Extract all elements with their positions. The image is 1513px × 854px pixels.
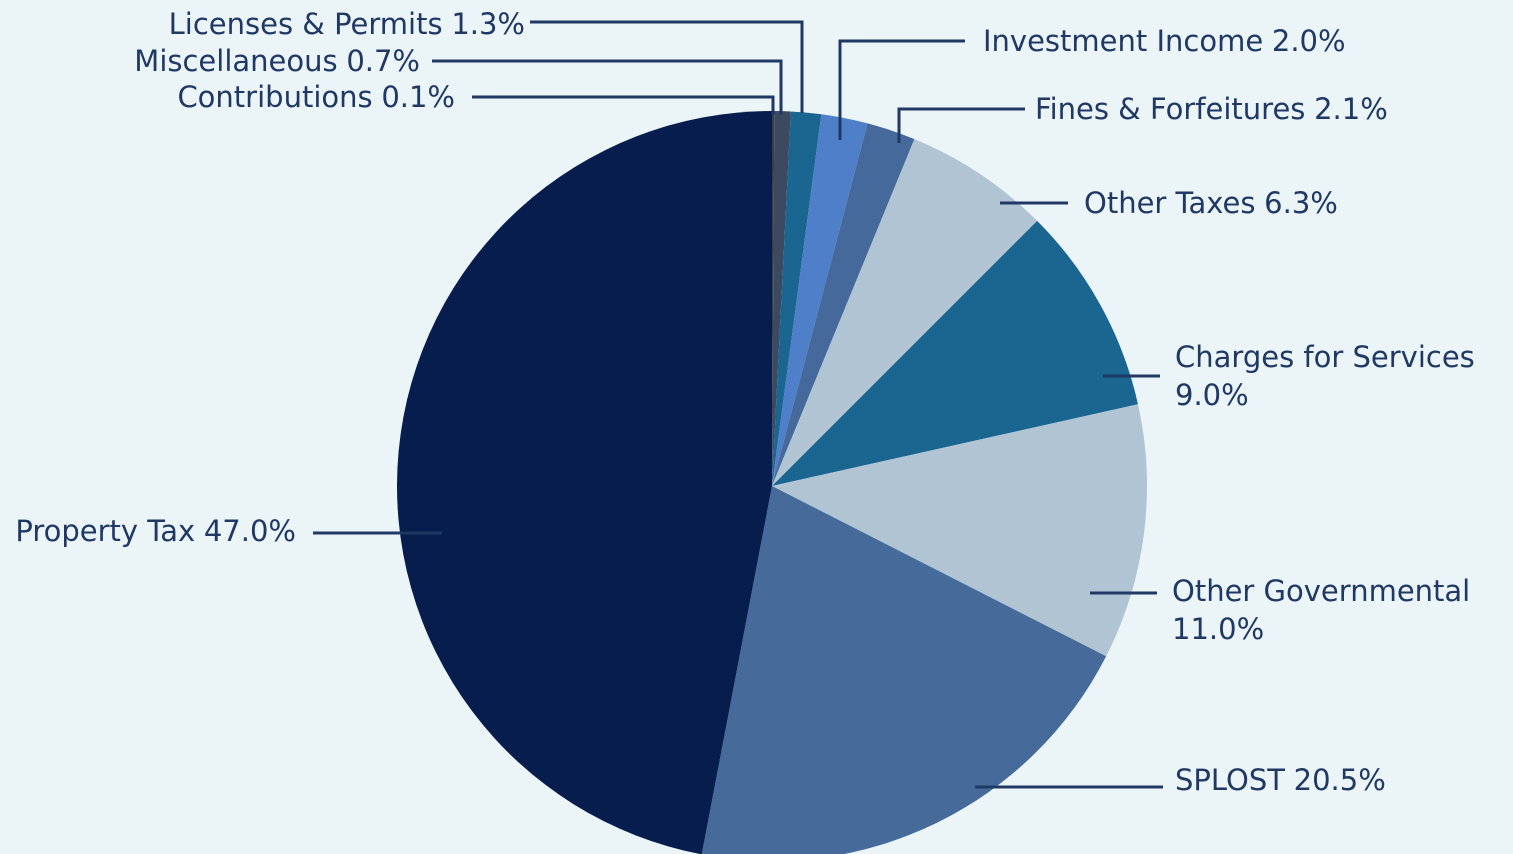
slice-label-group: Other Taxes 6.3% xyxy=(1084,186,1338,220)
pie-slice xyxy=(397,111,772,854)
leader-line xyxy=(897,107,1025,143)
value-label: 1.3% xyxy=(451,7,525,41)
slice-label: Licenses & Permits xyxy=(169,7,443,41)
value-label: 2.0% xyxy=(1272,24,1346,58)
slice-label: Miscellaneous xyxy=(134,44,337,78)
leader-line xyxy=(838,39,965,140)
slice-label-group: Licenses & Permits 1.3% xyxy=(169,7,525,41)
slice-label-group: Fines & Forfeitures 2.1% xyxy=(1035,92,1388,126)
leader-line xyxy=(472,95,775,115)
pie-slice xyxy=(772,123,915,486)
slice-label: SPLOST xyxy=(1175,763,1285,797)
slice-label-group: Property Tax 47.0% xyxy=(15,514,296,548)
slice-label: Other Taxes xyxy=(1084,186,1255,220)
value-label: 47.0% xyxy=(204,514,296,548)
pie-slice xyxy=(701,486,1107,854)
pie-slice xyxy=(772,404,1147,657)
value-label: 11.0% xyxy=(1172,612,1264,646)
slice-label: Contributions xyxy=(177,80,372,114)
slice-label: Property Tax xyxy=(15,514,195,548)
slice-label-group: Contributions 0.1% xyxy=(177,80,455,114)
slice-label: Charges for Services xyxy=(1175,340,1475,374)
slice-label-group: SPLOST 20.5% xyxy=(1175,763,1386,797)
pie-slice xyxy=(772,111,791,487)
slice-label-group: Miscellaneous 0.7% xyxy=(134,44,420,78)
value-label: 9.0% xyxy=(1175,378,1249,412)
slice-label: Investment Income xyxy=(983,24,1263,58)
value-label: 0.7% xyxy=(346,44,420,78)
pie-slice xyxy=(772,111,775,486)
pie-slice xyxy=(772,111,822,487)
leader-line xyxy=(530,20,804,113)
value-label: 6.3% xyxy=(1264,186,1338,220)
value-label: 20.5% xyxy=(1294,763,1386,797)
value-label: 0.1% xyxy=(381,80,455,114)
slice-label: Other Governmental xyxy=(1172,574,1470,608)
leader-line xyxy=(432,59,783,115)
pie-slice xyxy=(772,114,868,486)
slice-label: Fines & Forfeitures xyxy=(1035,92,1305,126)
pie-slice xyxy=(772,139,1038,486)
pie-slice xyxy=(772,220,1138,486)
slice-label-group: Investment Income 2.0% xyxy=(983,24,1346,58)
value-label: 2.1% xyxy=(1314,92,1388,126)
